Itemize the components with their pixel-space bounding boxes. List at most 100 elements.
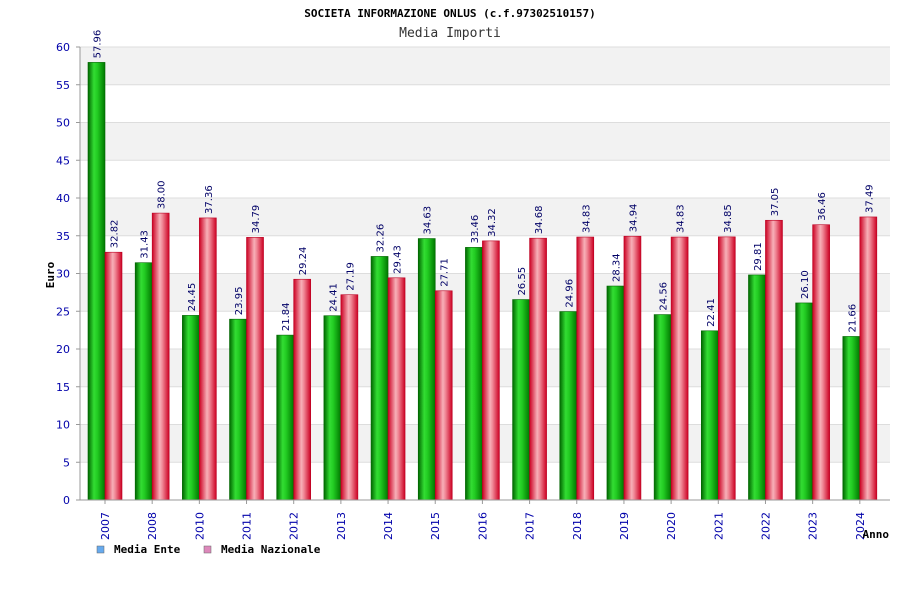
- value-label: 29.43: [393, 245, 404, 274]
- value-label: 23.95: [234, 287, 245, 316]
- y-tick-label: 40: [56, 192, 70, 205]
- bar-media-nazionale-2013: [340, 294, 359, 501]
- bar-media-nazionale-2018: [576, 236, 595, 501]
- value-label: 21.66: [847, 304, 858, 333]
- value-label: 21.84: [281, 302, 292, 331]
- value-label: 34.79: [251, 205, 262, 234]
- x-axis-ticks: 2007 2008 2010 2011 2012 2013 2014 2015 2016 2017…: [99, 500, 867, 540]
- bar-media-ente-2021: [700, 330, 719, 501]
- bar-media-ente-2022: [748, 274, 766, 501]
- value-label: 27.71: [440, 258, 451, 287]
- legend-swatch-media-ente: [96, 545, 105, 554]
- bar-media-nazionale-2012: [293, 278, 312, 501]
- y-tick-label: 10: [56, 419, 70, 432]
- value-label: 31.43: [140, 230, 151, 259]
- x-tick-label: 2015: [429, 512, 442, 540]
- value-label: 34.32: [487, 208, 498, 237]
- bar-media-ente-2013: [323, 315, 342, 501]
- bar-media-nazionale-2020: [670, 236, 689, 501]
- chart-title: SOCIETA INFORMAZIONE ONLUS (c.f.97302510…: [304, 7, 595, 20]
- x-tick-label: 2018: [571, 512, 584, 540]
- y-tick-label: 25: [56, 305, 70, 318]
- legend-swatch-media-nazionale: [203, 545, 212, 554]
- y-tick-label: 15: [56, 381, 70, 394]
- value-label: 22.41: [706, 298, 717, 327]
- bar-media-ente-2017: [512, 299, 530, 501]
- value-label: 34.68: [534, 206, 545, 235]
- x-tick-label: 2012: [288, 512, 301, 540]
- y-tick-label: 30: [56, 268, 70, 281]
- bar-media-nazionale-2022: [765, 219, 783, 501]
- y-tick-label: 60: [56, 41, 70, 54]
- value-label: 32.82: [110, 220, 121, 249]
- value-label: 34.94: [628, 204, 639, 233]
- y-tick-label: 45: [56, 154, 70, 167]
- x-tick-label: 2016: [476, 512, 489, 540]
- grid-band: [80, 47, 890, 85]
- bar-media-nazionale-2023: [812, 224, 830, 501]
- y-tick-label: 55: [56, 79, 70, 92]
- value-label: 36.46: [817, 192, 828, 221]
- x-tick-label: 2011: [241, 512, 254, 540]
- bar-media-nazionale-2017: [529, 237, 547, 501]
- bar-media-nazionale-2016: [482, 240, 500, 501]
- bar-media-ente-2010: [182, 315, 200, 501]
- x-tick-label: 2019: [618, 512, 631, 540]
- bar-media-nazionale-2019: [623, 235, 642, 501]
- value-label: 37.49: [864, 184, 875, 213]
- y-tick-label: 50: [56, 117, 70, 130]
- value-label: 29.24: [298, 247, 309, 276]
- value-label: 27.19: [345, 262, 356, 291]
- bar-media-ente-2015: [417, 238, 436, 501]
- x-tick-label: 2013: [335, 512, 348, 540]
- y-tick-label: 0: [63, 494, 70, 507]
- value-label: 24.56: [659, 282, 670, 311]
- value-label: 37.36: [204, 185, 215, 214]
- bar-media-ente-2023: [795, 302, 813, 501]
- value-label: 37.05: [770, 188, 781, 217]
- value-label: 57.96: [93, 30, 104, 59]
- y-axis-ticks: 0 5 10 15 20 25 30 35 40 45 50 55 60: [56, 41, 80, 507]
- bar-media-nazionale-2015: [434, 290, 453, 501]
- y-tick-label: 20: [56, 343, 70, 356]
- x-tick-label: 2007: [99, 512, 112, 540]
- value-label: 24.45: [187, 283, 198, 312]
- value-label: 29.81: [753, 242, 764, 271]
- bar-media-ente-2024: [842, 336, 861, 501]
- bar-media-ente-2020: [653, 314, 672, 501]
- bar-media-ente-2008: [134, 262, 153, 501]
- y-axis-label: Euro: [44, 261, 57, 288]
- grid-band: [80, 84, 890, 123]
- bar-media-nazionale-2008: [151, 212, 170, 501]
- value-label: 34.83: [676, 204, 687, 233]
- value-label: 33.46: [470, 215, 481, 244]
- bar-media-nazionale-2014: [387, 277, 406, 501]
- y-tick-label: 35: [56, 230, 70, 243]
- bar-media-ente-2011: [229, 318, 247, 501]
- value-label: 24.96: [564, 279, 575, 308]
- x-tick-label: 2022: [759, 512, 772, 540]
- bar-media-nazionale-2024: [859, 216, 878, 501]
- bar-media-nazionale-2007: [104, 251, 123, 501]
- value-labels: 57.96 32.82 31.43 38.00 24.45 37.36 23.95 34.79…: [93, 30, 876, 333]
- bar-media-ente-2016: [465, 247, 483, 501]
- bar-media-ente-2019: [606, 285, 625, 501]
- legend: Media Ente Media Nazionale: [96, 543, 321, 556]
- legend-label-media-ente: Media Ente: [114, 543, 181, 556]
- bar-media-nazionale-2011: [246, 237, 264, 501]
- bar-media-ente-2012: [276, 334, 295, 501]
- chart-subtitle: Media Importi: [399, 26, 501, 41]
- x-tick-label: 2017: [524, 512, 537, 540]
- value-label: 34.63: [423, 206, 434, 235]
- bar-media-ente-2014: [370, 256, 389, 501]
- x-tick-label: 2014: [382, 512, 395, 540]
- value-label: 24.41: [328, 283, 339, 312]
- legend-label-media-nazionale: Media Nazionale: [221, 543, 321, 556]
- y-tick-label: 5: [63, 456, 70, 469]
- bar-media-ente-2007: [87, 62, 106, 501]
- x-tick-label: 2023: [807, 512, 820, 540]
- value-label: 34.83: [581, 204, 592, 233]
- grid-band: [80, 122, 890, 161]
- value-label: 38.00: [157, 180, 168, 209]
